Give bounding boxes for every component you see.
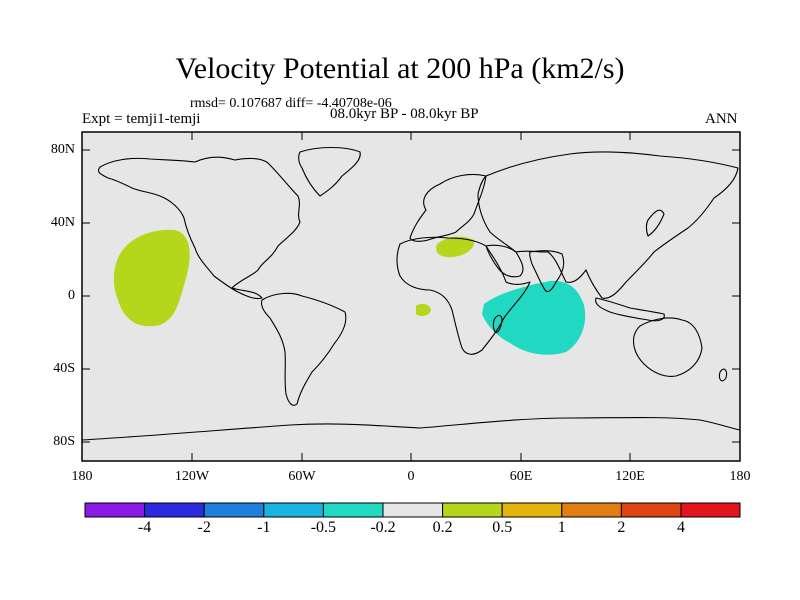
positive-region-gulf-of-guinea: [416, 303, 431, 317]
experiment-label: Expt = temji1-temji: [82, 111, 201, 127]
colorbar-label: 2: [617, 519, 626, 536]
colorbar-label: 4: [677, 519, 685, 536]
lon-label-120e: 120E: [615, 469, 645, 484]
coast-australia: [632, 317, 703, 377]
coast-north-america: [97, 156, 301, 300]
colorbar: [84, 502, 741, 518]
lat-label-0: 0: [68, 288, 75, 303]
coastlines: [81, 146, 741, 441]
coast-europe: [409, 173, 487, 242]
positive-region-north-africa: [436, 236, 475, 258]
map-background: [82, 132, 740, 461]
lat-label-40n: 40N: [50, 215, 75, 230]
coast-madagascar: [492, 314, 503, 333]
colorbar-box-4: [263, 502, 324, 518]
colorbar-box-2: [144, 502, 205, 518]
colorbar-box-10: [620, 502, 682, 518]
negative-region-indian-ocean: [482, 280, 586, 355]
colorbar-box-3: [203, 502, 265, 518]
colorbar-label: 0.5: [492, 519, 513, 536]
coast-greenland: [298, 146, 361, 197]
lon-label-120w: 120W: [174, 469, 210, 484]
colorbar-box-1: [84, 502, 146, 518]
colorbar-label: -1: [257, 519, 271, 536]
colorbar-box-8: [501, 502, 563, 518]
colorbar-box-9: [561, 502, 622, 518]
coast-arabia: [485, 244, 524, 278]
lon-label-180e: 180: [729, 469, 751, 484]
stats-label: rmsd= 0.107687 diff= -4.40708e-06: [190, 96, 392, 111]
colorbar-label: 1: [557, 519, 566, 536]
lon-label-60e: 60E: [509, 469, 533, 484]
lat-label-40s: 40S: [53, 361, 75, 376]
colorbar-label: -0.5: [310, 519, 337, 536]
colorbar-box-7: [442, 502, 503, 518]
axis-ticks: [82, 132, 740, 461]
plot-title: Velocity Potential at 200 hPa (km2/s): [175, 52, 625, 85]
colorbar-box-11: [680, 502, 741, 518]
colorbar-label: -4: [137, 519, 152, 536]
coast-antarctica: [81, 416, 741, 441]
coast-new-zealand: [718, 368, 728, 382]
lon-label-180w: 180: [71, 469, 93, 484]
coast-indonesia: [595, 297, 665, 322]
period-label: 08.0kyr BP - 08.0kyr BP: [330, 106, 479, 122]
colorbar-box-6: [382, 502, 444, 518]
colorbar-label: -2: [197, 519, 211, 536]
coast-india: [529, 250, 565, 293]
lat-label-80n: 80N: [50, 142, 75, 157]
coast-south-america: [260, 292, 347, 406]
lon-label-60w: 60W: [288, 469, 316, 484]
coast-japan: [645, 209, 665, 237]
coast-asia: [477, 151, 739, 299]
coast-africa: [396, 236, 531, 355]
colorbar-label: -0.2: [370, 519, 396, 536]
colorbar-label: 0.2: [432, 519, 453, 536]
season-label: ANN: [705, 111, 738, 127]
positive-region-pacific: [113, 229, 190, 327]
lon-label-0: 0: [407, 469, 415, 484]
lat-label-80s: 80S: [53, 434, 75, 449]
colorbar-box-5: [322, 502, 384, 518]
